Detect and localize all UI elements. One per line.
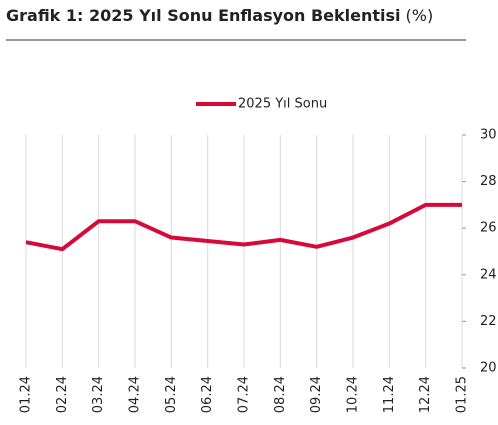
y-tick-label: 20	[480, 361, 497, 376]
x-tick-label: 01.25	[455, 376, 470, 413]
data-line	[25, 202, 462, 252]
y-tick-label: 30	[480, 128, 497, 143]
y-tick-label: 24	[480, 267, 497, 282]
x-tick-label: 08.24	[273, 376, 288, 413]
x-tick-label: 06.24	[200, 376, 215, 413]
y-tick-label: 22	[480, 314, 497, 329]
x-tick-label: 11.24	[382, 376, 397, 413]
x-tick-label: 03.24	[91, 376, 106, 413]
chart-title: Grafik 1: 2025 Yıl Sonu Enflasyon Beklen…	[6, 6, 433, 25]
y-tick-label: 28	[480, 174, 497, 189]
x-tick-label: 09.24	[309, 376, 324, 413]
legend-label: 2025 Yıl Sonu	[238, 97, 327, 112]
title-unit: (%)	[406, 6, 434, 25]
x-tick-label: 04.24	[128, 376, 143, 413]
x-tick-label: 12.24	[418, 376, 433, 413]
x-tick-label: 07.24	[237, 376, 252, 413]
x-tick-label: 10.24	[346, 376, 361, 413]
title-text: Grafik 1: 2025 Yıl Sonu Enflasyon Beklen…	[6, 6, 401, 25]
x-tick-label: 02.24	[55, 376, 70, 413]
x-tick-label: 05.24	[164, 376, 179, 413]
y-tick-label: 26	[480, 221, 497, 236]
x-tick-label: 01.24	[19, 376, 34, 413]
